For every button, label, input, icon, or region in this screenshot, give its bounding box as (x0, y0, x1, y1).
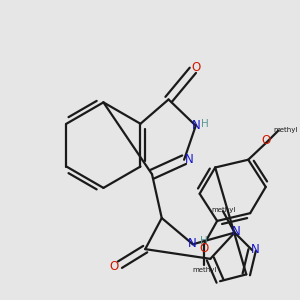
Text: N: N (251, 243, 260, 256)
Text: N: N (232, 225, 241, 238)
Text: methyl: methyl (212, 207, 236, 213)
Text: methyl: methyl (192, 267, 217, 273)
Text: methyl: methyl (274, 127, 298, 133)
Text: O: O (199, 242, 208, 255)
Text: H: H (201, 119, 208, 129)
Text: O: O (261, 134, 270, 147)
Text: N: N (188, 237, 196, 250)
Text: O: O (109, 260, 118, 273)
Text: N: N (185, 153, 194, 166)
Text: O: O (191, 61, 200, 74)
Text: H: H (200, 236, 208, 246)
Text: N: N (191, 119, 200, 132)
